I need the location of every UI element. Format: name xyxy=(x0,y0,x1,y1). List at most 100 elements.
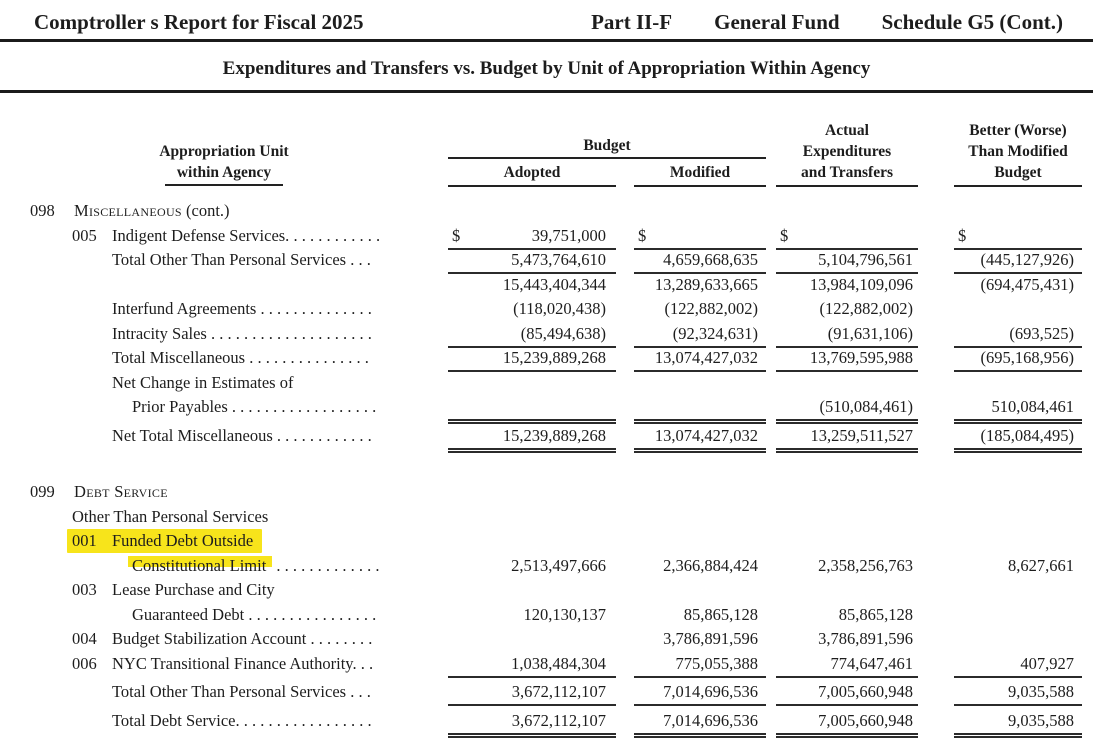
row-label: Total Other Than Personal Services . . . xyxy=(0,248,448,274)
cell-adopted: (85,494,638) xyxy=(448,322,616,348)
cell-value: 13,289,633,665 xyxy=(654,274,758,294)
cell-modified: $ xyxy=(634,224,766,250)
leader-dots: . . . . . . . . . . . . . . xyxy=(256,299,372,318)
cell-value: 2,358,256,763 xyxy=(818,555,913,575)
cell-value: 5,104,796,561 xyxy=(818,250,913,269)
table-row: 006 NYC Transitional Finance Authority. .… xyxy=(0,652,1093,678)
row-label: 003 Lease Purchase and City xyxy=(0,578,448,603)
cell-modified: 13,074,427,032 xyxy=(634,346,766,372)
row-label-text: Indigent Defense Services. xyxy=(112,225,290,245)
cell-value: (445,127,926) xyxy=(980,250,1075,269)
table-row: Guaranteed Debt . . . . . . . . . . . . … xyxy=(0,603,1093,628)
cell-adopted: $39,751,000 xyxy=(448,224,616,250)
row-label-text: NYC Transitional Finance Authority. xyxy=(112,653,357,673)
cell-modified: 13,289,633,665 xyxy=(634,273,766,298)
row-code: 003 xyxy=(72,580,97,599)
column-header-modified: Modified xyxy=(634,162,766,187)
row-label: Total Debt Service. . . . . . . . . . . … xyxy=(0,709,448,738)
cell-value: 2,366,884,424 xyxy=(663,555,758,575)
leader-dots: . . . . . . . . . . . . . . . xyxy=(245,348,369,367)
cell-actual: 3,786,891,596 xyxy=(776,627,918,652)
cell-actual: 13,259,511,527 xyxy=(776,424,918,453)
cell-actual: 85,865,128 xyxy=(776,603,918,628)
cell-value: (85,494,638) xyxy=(520,323,606,343)
cell-adopted: 3,672,112,107 xyxy=(448,709,616,738)
leader-dots: . . . . . . . . . . . . . . . . . . . . xyxy=(206,323,372,343)
page-subtitle: Expenditures and Transfers vs. Budget by… xyxy=(222,58,871,79)
table-row: Constitutional Limit . . . . . . . . . .… xyxy=(0,554,1093,579)
report-title: Comptroller s Report for Fiscal 2025 xyxy=(34,10,364,34)
row-label-text: Constitutional Limit xyxy=(128,555,273,575)
cell-modified: 2,366,884,424 xyxy=(634,554,766,579)
cell-value: 13,259,511,527 xyxy=(810,425,913,445)
cell-actual: 5,104,796,561 xyxy=(776,248,918,274)
row-label: Constitutional Limit . . . . . . . . . .… xyxy=(0,554,448,579)
cell-value: 13,769,595,988 xyxy=(809,348,913,367)
highlight-mark: 001 Funded Debt Outside xyxy=(67,529,263,553)
cell-actual: 13,769,595,988 xyxy=(776,346,918,372)
cell-value: (92,324,631) xyxy=(672,323,758,343)
cell-value: (91,631,106) xyxy=(827,323,913,343)
row-label-text: Total Other Than Personal Services xyxy=(112,682,347,701)
cell-better-worse xyxy=(954,297,1082,322)
column-header-adopted: Adopted xyxy=(448,162,616,187)
table-row: Prior Payables . . . . . . . . . . . . .… xyxy=(0,395,1093,424)
row-code: 004 xyxy=(72,629,97,648)
cell-modified: 7,014,696,536 xyxy=(634,709,766,738)
row-label: 098 Miscellaneous (cont.) xyxy=(0,199,448,224)
row-label: Intracity Sales . . . . . . . . . . . . … xyxy=(0,322,448,348)
table-row: 15,443,404,344 13,289,633,665 13,984,109,0… xyxy=(0,273,1093,298)
cell-value: 8,627,661 xyxy=(1008,555,1074,575)
row-label-text: Miscellaneous xyxy=(74,201,182,220)
header-rule-top xyxy=(0,39,1093,42)
table-row: 001 Funded Debt Outside xyxy=(0,529,1093,554)
cell-value: 15,443,404,344 xyxy=(502,274,606,294)
row-label-text: Prior Payables xyxy=(132,397,228,416)
cell-value: 3,786,891,596 xyxy=(818,629,913,648)
leader-dots: . . . xyxy=(346,250,371,269)
cell-better-worse: (694,475,431) xyxy=(954,273,1082,298)
cell-adopted: 5,473,764,610 xyxy=(448,248,616,274)
row-label: 099 Debt Service xyxy=(0,480,448,505)
cell-value: 13,984,109,096 xyxy=(809,274,913,294)
cell-better-worse: 9,035,588 xyxy=(954,680,1082,706)
cell-value: 7,005,660,948 xyxy=(818,682,913,701)
cell-modified xyxy=(634,395,766,424)
row-label: 005 Indigent Defense Services. . . . . . … xyxy=(0,224,448,250)
cell-value: 510,084,461 xyxy=(991,397,1075,416)
cell-actual: $ xyxy=(776,224,918,250)
cell-adopted xyxy=(448,627,616,652)
leader-dots: . . . xyxy=(346,682,371,701)
row-label xyxy=(0,273,448,298)
cell-value: 39,751,000 xyxy=(531,225,606,245)
table-row: Total Debt Service. . . . . . . . . . . … xyxy=(0,709,1093,738)
row-label-text: Guaranteed Debt xyxy=(132,604,245,624)
leader-dots: . . . . . . . . . . . . . xyxy=(272,555,380,575)
cell-modified: 7,014,696,536 xyxy=(634,680,766,706)
cell-adopted: 2,513,497,666 xyxy=(448,554,616,579)
column-header-better-worse: Better (Worse) Than Modified Budget xyxy=(954,120,1082,187)
cell-value: 7,014,696,536 xyxy=(663,682,758,701)
table-row: Intracity Sales . . . . . . . . . . . . … xyxy=(0,322,1093,348)
cell-value: 15,239,889,268 xyxy=(502,425,606,445)
schedule-label: Schedule G5 (Cont.) xyxy=(881,10,1063,34)
table-body: 098 Miscellaneous (cont.) 005 Indigent Defe… xyxy=(0,199,1093,738)
row-label-text: Lease Purchase and City xyxy=(112,580,275,599)
cell-actual: 2,358,256,763 xyxy=(776,554,918,579)
cell-value: (122,882,002) xyxy=(819,299,914,318)
row-label: Net Total Miscellaneous . . . . . . . . … xyxy=(0,424,448,453)
row-label-text: Debt Service xyxy=(74,482,168,501)
leader-dots: . . . . . . . . . . . . . . . . xyxy=(239,710,372,730)
row-label: Prior Payables . . . . . . . . . . . . .… xyxy=(0,395,448,424)
row-label: Other Than Personal Services xyxy=(0,505,448,530)
row-code: 006 xyxy=(72,653,97,673)
row-label: Guaranteed Debt . . . . . . . . . . . . … xyxy=(0,603,448,628)
cell-adopted: 1,038,484,304 xyxy=(448,652,616,678)
cell-value: 9,035,588 xyxy=(1008,682,1074,701)
cell-modified: 775,055,388 xyxy=(634,652,766,678)
leader-dots: . . . . . . . . . . . . . . . . xyxy=(244,604,377,624)
cell-value: 9,035,588 xyxy=(1008,710,1074,730)
cell-value: (118,020,438) xyxy=(513,299,606,318)
cell-adopted: (118,020,438) xyxy=(448,297,616,322)
row-label-text: Other Than Personal Services xyxy=(72,506,269,526)
